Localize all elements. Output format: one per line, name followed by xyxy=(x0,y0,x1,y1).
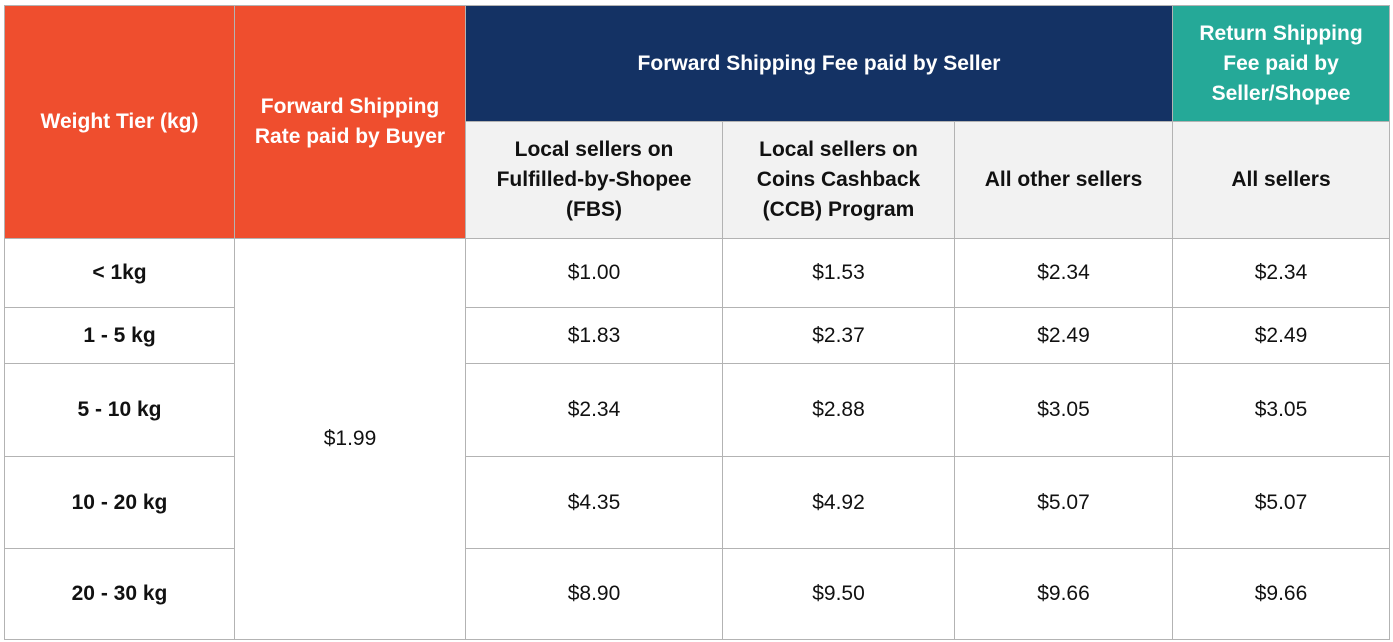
table-row: 1 - 5 kg $1.83 $2.37 $2.49 $2.49 xyxy=(4,307,1391,364)
header-weight-tier: Weight Tier (kg) xyxy=(4,5,235,239)
other-fee-cell: $9.66 xyxy=(953,548,1174,640)
other-fee-cell: $2.49 xyxy=(953,307,1174,364)
header-return-fee: Return Shipping Fee paid by Seller/Shope… xyxy=(1172,5,1391,122)
buyer-rate-cell: $1.99 xyxy=(234,238,466,640)
fbs-fee-cell: $4.35 xyxy=(465,456,723,549)
return-fee-cell: $2.34 xyxy=(1172,238,1391,308)
other-fee-cell: $3.05 xyxy=(953,363,1174,457)
weight-tier-cell: 20 - 30 kg xyxy=(4,548,235,640)
table-row: 20 - 30 kg $8.90 $9.50 $9.66 $9.66 xyxy=(4,548,1391,640)
header-buyer-rate: Forward Shipping Rate paid by Buyer xyxy=(234,5,466,239)
fbs-fee-cell: $1.00 xyxy=(465,238,723,308)
weight-tier-cell: 1 - 5 kg xyxy=(4,307,235,364)
other-fee-cell: $5.07 xyxy=(953,456,1174,549)
ccb-fee-cell: $2.37 xyxy=(722,307,955,364)
return-fee-cell: $5.07 xyxy=(1172,456,1391,549)
ccb-fee-cell: $4.92 xyxy=(722,456,955,549)
ccb-fee-cell: $9.50 xyxy=(722,548,955,640)
shipping-fee-table: Weight Tier (kg) Forward Shipping Rate p… xyxy=(4,5,1391,640)
subheader-ccb: Local sellers on Coins Cashback (CCB) Pr… xyxy=(722,121,955,239)
subheader-other-sellers: All other sellers xyxy=(953,121,1174,239)
fbs-fee-cell: $8.90 xyxy=(465,548,723,640)
return-fee-cell: $2.49 xyxy=(1172,307,1391,364)
table-row: < 1kg $1.99 $1.00 $1.53 $2.34 $2.34 xyxy=(4,238,1391,640)
ccb-fee-cell: $2.88 xyxy=(722,363,955,457)
table-row: 10 - 20 kg $4.35 $4.92 $5.07 $5.07 xyxy=(4,456,1391,549)
weight-tier-cell: < 1kg xyxy=(4,238,235,308)
table-row: 5 - 10 kg $2.34 $2.88 $3.05 $3.05 xyxy=(4,363,1391,457)
subheader-all-sellers: All sellers xyxy=(1172,121,1391,239)
fbs-fee-cell: $1.83 xyxy=(465,307,723,364)
fbs-fee-cell: $2.34 xyxy=(465,363,723,457)
header-forward-fee-seller: Forward Shipping Fee paid by Seller xyxy=(464,5,1174,122)
return-fee-cell: $9.66 xyxy=(1172,548,1391,640)
weight-tier-cell: 5 - 10 kg xyxy=(4,363,235,457)
other-fee-cell: $2.34 xyxy=(953,238,1174,308)
weight-tier-cell: 10 - 20 kg xyxy=(4,456,235,549)
subheader-fbs: Local sellers on Fulfilled-by-Shopee (FB… xyxy=(465,121,723,239)
ccb-fee-cell: $1.53 xyxy=(722,238,955,308)
return-fee-cell: $3.05 xyxy=(1172,363,1391,457)
